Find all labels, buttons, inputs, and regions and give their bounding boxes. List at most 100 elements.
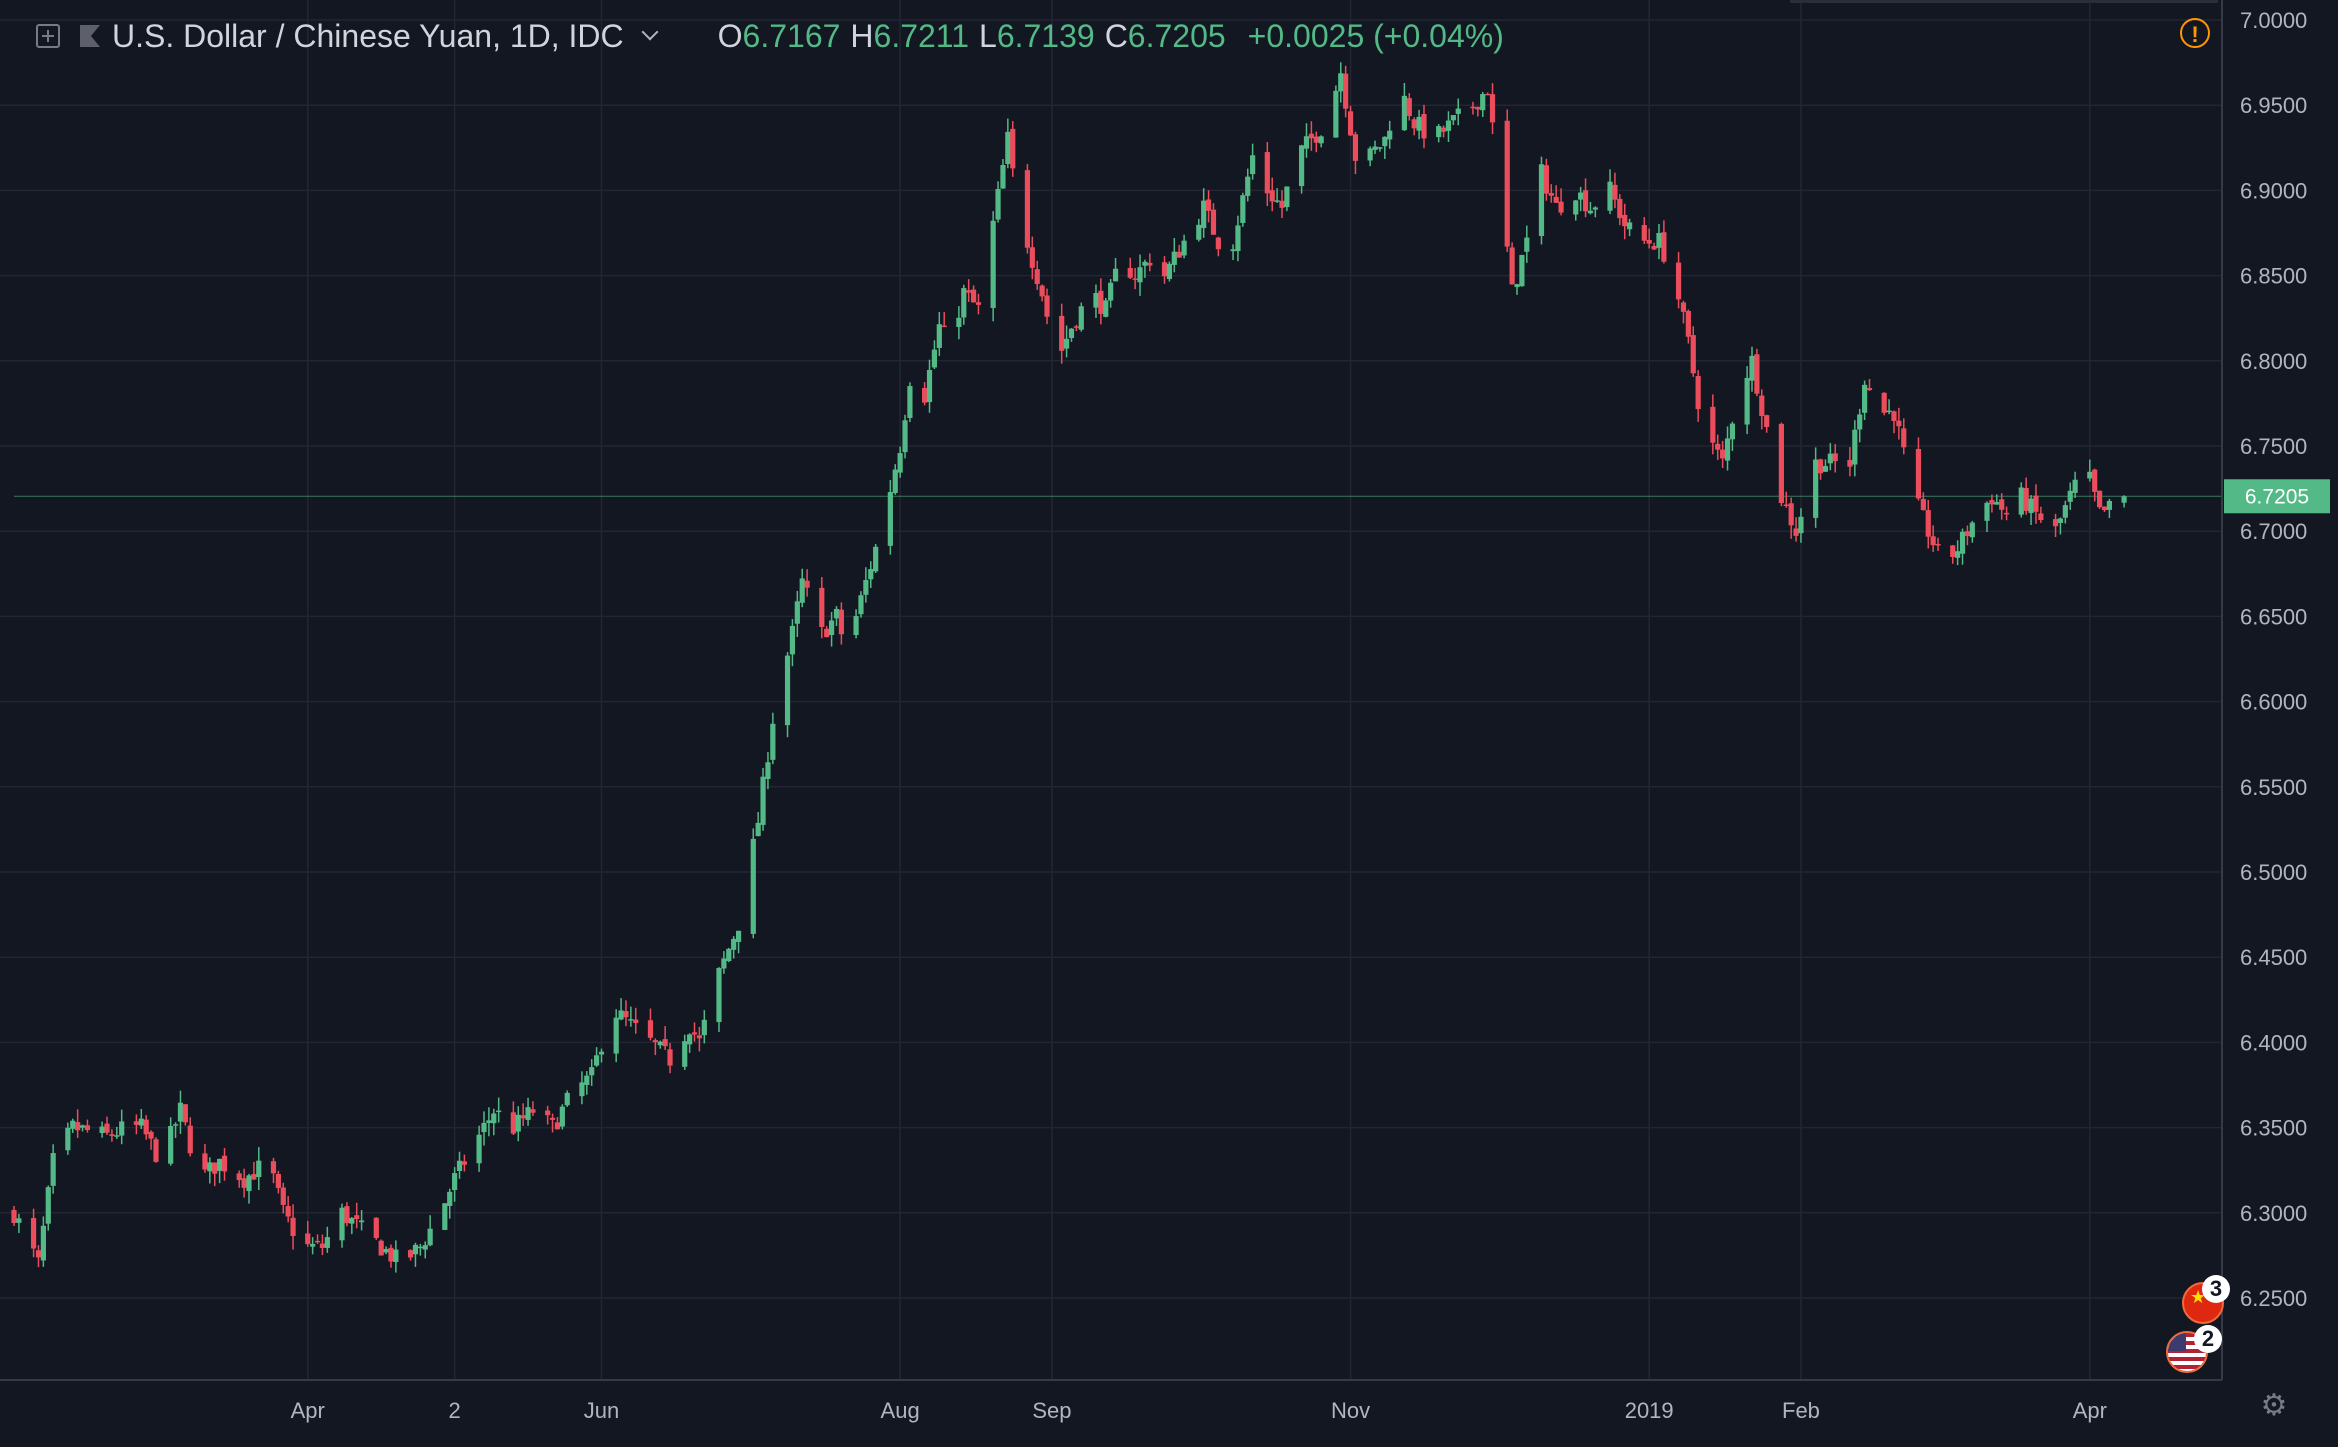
candle-body xyxy=(354,1215,360,1219)
candle xyxy=(310,1237,316,1255)
candle xyxy=(662,1026,668,1050)
candle xyxy=(995,181,1001,223)
price-tick-label: 6.5500 xyxy=(2240,775,2307,800)
candle-body xyxy=(1881,392,1887,413)
candle-body xyxy=(941,325,947,328)
time-axis-labels[interactable]: Apr 2 Jun Aug Sep Nov 2019 Feb Apr xyxy=(291,1398,2107,1423)
candle xyxy=(1813,447,1819,528)
candle-body xyxy=(1029,247,1035,268)
candle-body xyxy=(510,1112,516,1134)
candle-body xyxy=(1964,531,1971,537)
candle-body xyxy=(1176,251,1182,258)
candle xyxy=(1964,525,1971,546)
candle xyxy=(633,1007,639,1034)
candle xyxy=(1318,135,1324,148)
candle xyxy=(2052,513,2059,537)
candle xyxy=(1235,215,1241,262)
candle xyxy=(1955,540,1961,566)
warning-icon[interactable]: ! xyxy=(2180,18,2210,48)
candle xyxy=(1044,288,1050,325)
close-value: 6.7205 xyxy=(1127,17,1226,54)
candle xyxy=(285,1196,291,1223)
candle xyxy=(422,1241,428,1259)
candle xyxy=(735,930,742,954)
candle xyxy=(1881,392,1887,416)
plus-square-icon[interactable] xyxy=(36,24,60,48)
chevron-down-icon[interactable] xyxy=(641,23,659,41)
candle-body xyxy=(1161,262,1168,277)
candle xyxy=(1920,492,1926,511)
candle-body xyxy=(84,1125,91,1131)
high-value: 6.7211 xyxy=(873,17,970,54)
candle-body xyxy=(1935,544,1941,546)
axes[interactable] xyxy=(0,0,2223,1381)
candle xyxy=(554,1116,561,1130)
candle xyxy=(1215,236,1221,257)
candle xyxy=(838,602,844,645)
candle xyxy=(1538,156,1545,245)
candle xyxy=(212,1162,218,1187)
candle xyxy=(1896,407,1902,440)
candle-body xyxy=(496,1110,502,1113)
candle xyxy=(652,1038,658,1056)
candle-body xyxy=(1852,429,1858,465)
candle-body xyxy=(1480,94,1486,111)
candle xyxy=(1176,244,1182,258)
candle-body xyxy=(1000,165,1006,189)
gear-icon[interactable]: ⚙ xyxy=(2260,1389,2288,1422)
candle-body xyxy=(1729,423,1736,440)
candle-body xyxy=(554,1122,561,1130)
candle-body xyxy=(1347,111,1354,136)
candle-body xyxy=(1930,536,1936,546)
candle-body xyxy=(2062,505,2068,518)
candle-body xyxy=(1504,120,1510,247)
symbol-title[interactable]: U.S. Dollar / Chinese Yuan, 1D, IDC xyxy=(112,17,624,54)
candle xyxy=(770,712,776,765)
candle-body xyxy=(104,1123,110,1133)
candle-body xyxy=(1788,503,1794,526)
candle-body xyxy=(1024,170,1031,248)
candle xyxy=(1622,203,1628,240)
candle-body xyxy=(1274,200,1280,202)
candle xyxy=(119,1109,125,1145)
candle-body xyxy=(1661,232,1667,262)
candle-body xyxy=(784,655,791,726)
price-tick-label: 6.6500 xyxy=(2240,604,2307,629)
candle xyxy=(515,1106,521,1142)
candle xyxy=(926,359,933,413)
candle-body xyxy=(1543,165,1549,194)
price-axis-labels[interactable]: 7.0000 6.9500 6.9000 6.8500 6.8000 6.7500 6.70… xyxy=(2240,8,2307,1311)
candle xyxy=(1573,199,1579,221)
flag-icon[interactable] xyxy=(80,25,100,47)
candle xyxy=(628,1006,634,1027)
candle-body xyxy=(755,822,761,837)
candle-body xyxy=(1279,200,1285,208)
candle xyxy=(1201,188,1207,238)
candle xyxy=(559,1104,565,1130)
candle-body xyxy=(2072,479,2078,493)
candle xyxy=(1205,190,1212,223)
candle-body xyxy=(2087,471,2093,479)
candle xyxy=(922,382,928,406)
candle-body xyxy=(138,1118,144,1126)
candle-body xyxy=(1372,146,1378,150)
candle xyxy=(682,1034,688,1070)
candle-body xyxy=(1313,136,1319,143)
candle-body xyxy=(1416,116,1422,131)
candle-body xyxy=(1284,186,1290,208)
candle xyxy=(2023,477,2029,515)
candle-body xyxy=(1005,131,1011,164)
candle-body xyxy=(1440,127,1447,132)
candle-body xyxy=(119,1121,125,1136)
time-tick-label: Jun xyxy=(584,1398,619,1423)
candle xyxy=(687,1033,693,1053)
candle-body xyxy=(383,1248,389,1253)
candle-body xyxy=(251,1174,257,1180)
candle xyxy=(907,382,913,423)
candle xyxy=(456,1151,463,1179)
candle xyxy=(1274,188,1280,203)
candle-body xyxy=(30,1218,37,1249)
candle-body xyxy=(765,762,771,779)
